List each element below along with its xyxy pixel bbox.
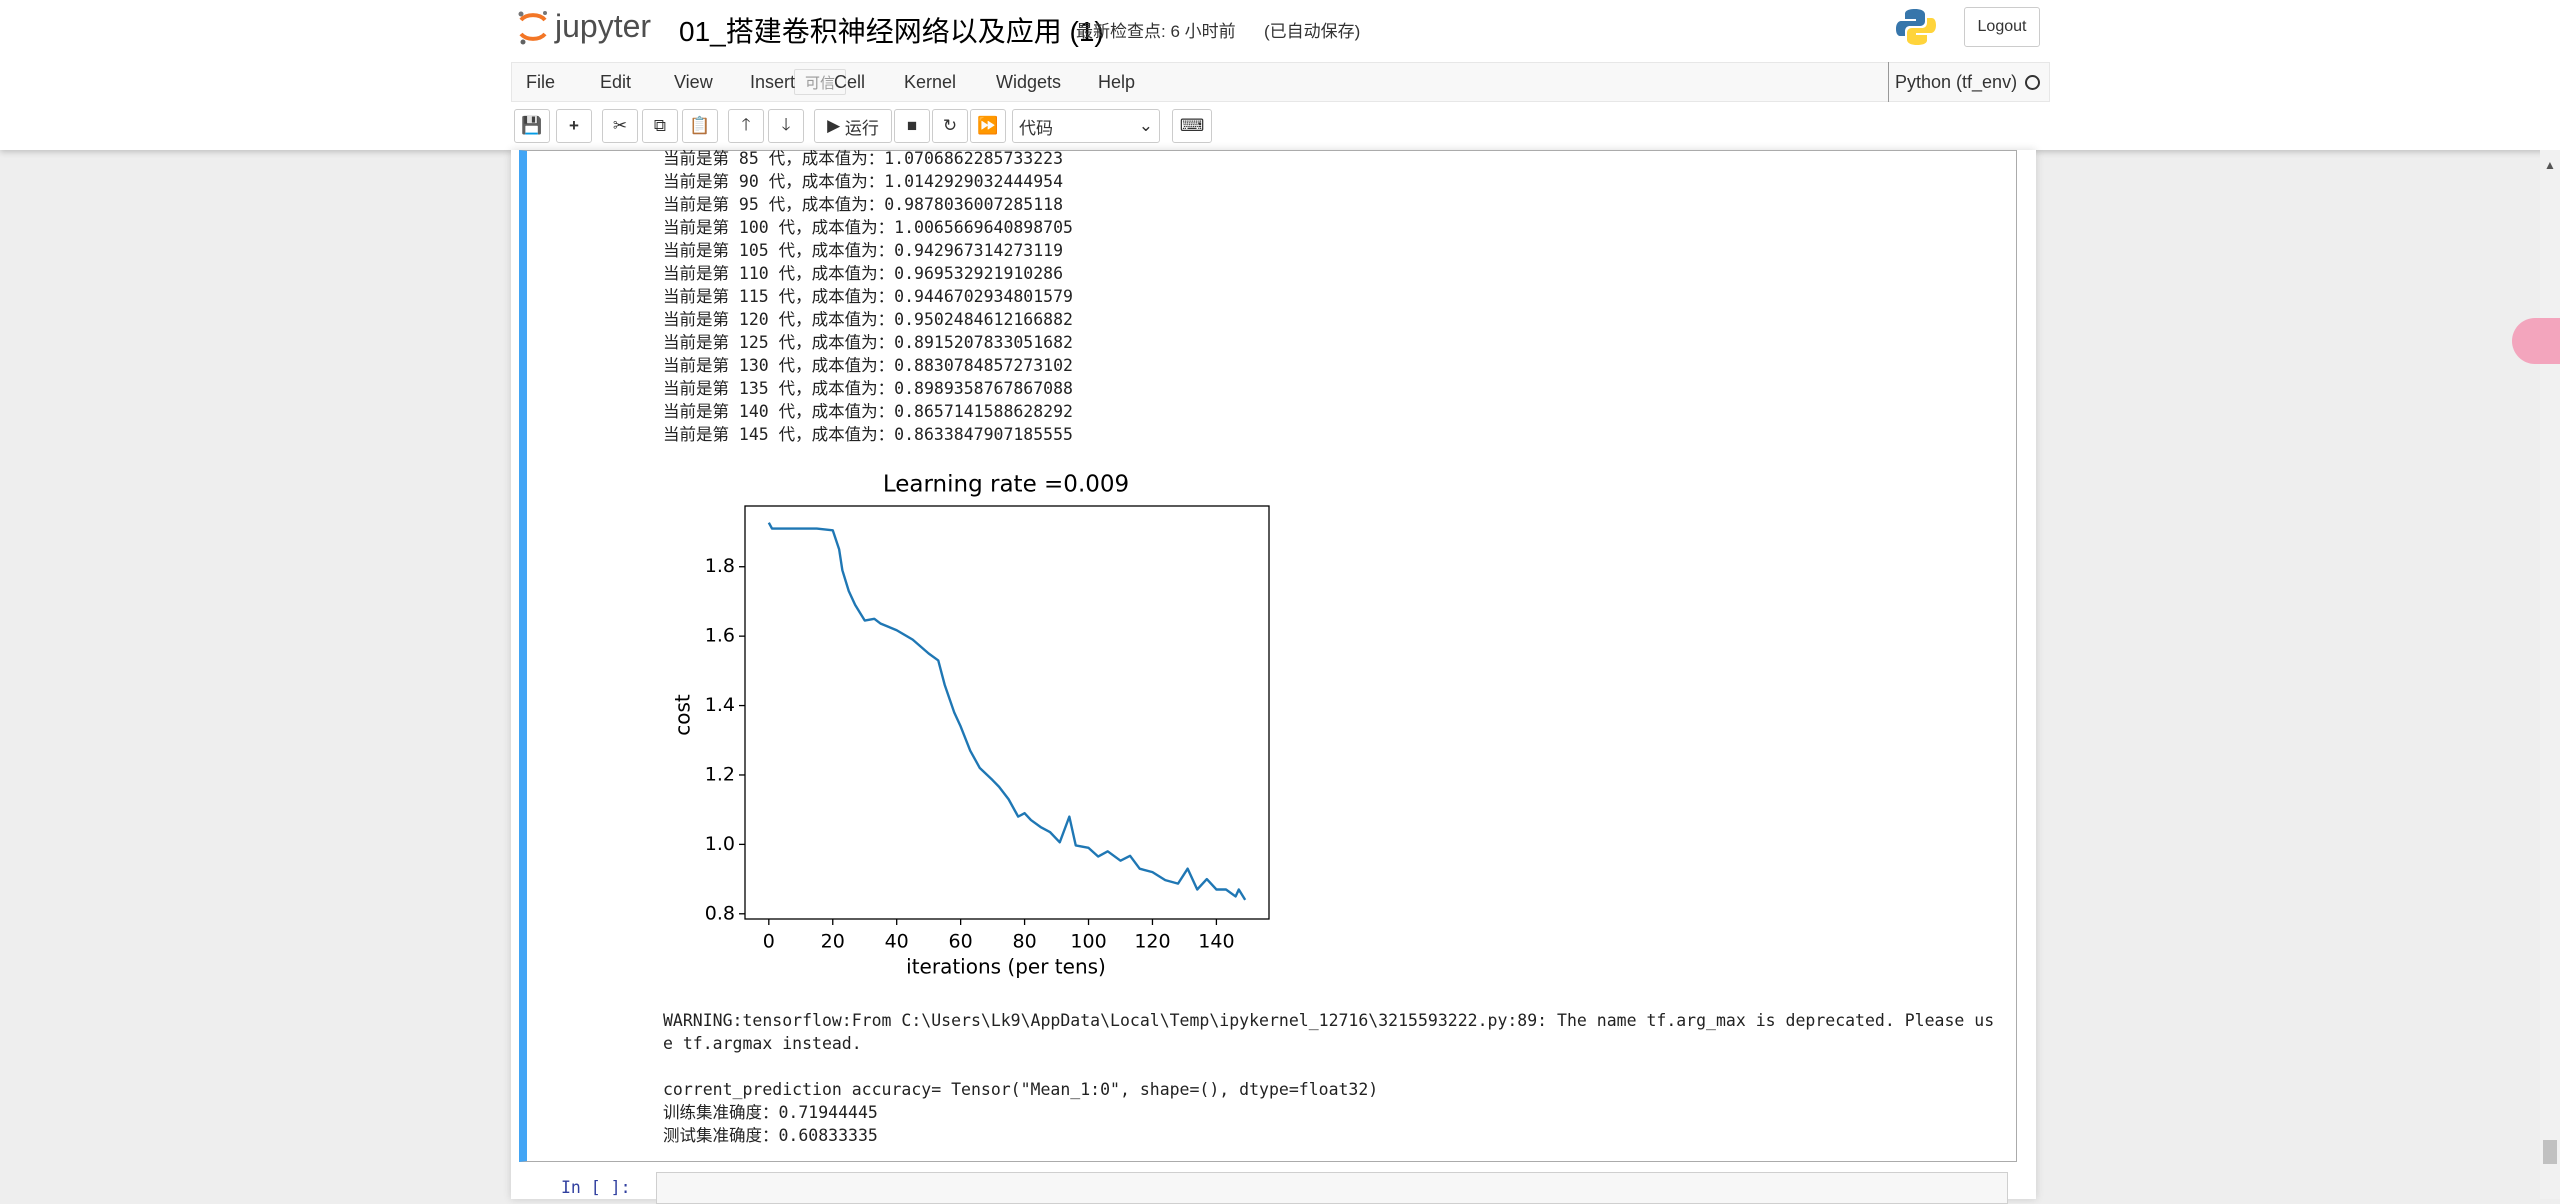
paste-button[interactable]: 📋: [682, 109, 718, 143]
scrollbar[interactable]: ▲: [2540, 150, 2560, 1199]
scroll-thumb[interactable]: [2543, 1140, 2557, 1164]
plot-frame: [744, 505, 1270, 920]
python-logo: [1896, 9, 1936, 45]
logout-button[interactable]: Logout: [1964, 7, 2040, 47]
code-cell[interactable]: 当前是第 85 代，成本值为：1.0706862285733223 当前是第 90…: [519, 147, 2017, 1162]
stop-button[interactable]: ■: [894, 109, 930, 143]
code-input[interactable]: [656, 1172, 2008, 1204]
trusted-indicator[interactable]: 可信: [794, 69, 846, 95]
jupyter-logo-icon: [518, 11, 547, 45]
log-line: 当前是第 95 代，成本值为：0.9878036007285118: [663, 195, 1064, 214]
x-tick-label: 120: [1134, 931, 1170, 953]
result-line: 训练集准确度：0.71944445: [663, 1103, 878, 1122]
log-line: 当前是第 130 代，成本值为：0.8830784857273102: [663, 356, 1073, 375]
data-line: [767, 522, 1247, 901]
run-button[interactable]: ▶ 运行: [814, 109, 892, 143]
kernel-name: Python (tf_env): [1895, 71, 2018, 92]
log-line: 当前是第 105 代，成本值为：0.942967314273119: [663, 241, 1064, 260]
log-line: 当前是第 135 代，成本值为：0.8989358767867088: [663, 379, 1073, 398]
copy-button[interactable]: ⧉: [642, 109, 678, 143]
cell-type-label: 代码: [1019, 118, 1053, 138]
result-output: corrent_prediction accuracy= Tensor("Mea…: [663, 1078, 1378, 1147]
log-line: 当前是第 110 代，成本值为：0.969532921910286: [663, 264, 1064, 283]
log-line: 当前是第 120 代，成本值为：0.9502484612166882: [663, 310, 1073, 329]
x-tick-label: 0: [763, 931, 775, 953]
menu-item[interactable]: Edit: [600, 72, 632, 92]
cell-prompt: In [ ]:: [561, 1178, 631, 1197]
menu-item[interactable]: Widgets: [996, 72, 1062, 92]
checkpoint: 最新检查点: 6 小时前: [1076, 22, 1236, 41]
y-tick-label: 1.8: [705, 555, 735, 577]
x-tick-label: 140: [1198, 931, 1234, 953]
x-tick-label: 100: [1070, 931, 1106, 953]
menu-item[interactable]: Kernel: [904, 72, 957, 92]
log-output: 当前是第 85 代，成本值为：1.0706862285733223 当前是第 90…: [663, 147, 1073, 446]
move-down-button[interactable]: 🡓: [768, 109, 804, 143]
menu-item[interactable]: Cell: [834, 72, 866, 92]
notebook-title[interactable]: 01_搭建卷积神经网络以及应用 (1): [679, 16, 1104, 47]
move-up-button[interactable]: 🡑: [728, 109, 764, 143]
cut-button[interactable]: ✂: [602, 109, 638, 143]
x-axis-label: iterations (per tens): [906, 955, 1106, 979]
autosave: (已自动保存): [1264, 22, 1361, 41]
run-all-button[interactable]: ⏩: [970, 109, 1006, 143]
menu-item[interactable]: View: [674, 72, 713, 92]
warning-output: WARNING:tensorflow:From C:\Users\Lk9\App…: [663, 1011, 1995, 1053]
y-tick-label: 0.8: [705, 902, 735, 924]
y-axis-label: cost: [671, 694, 695, 736]
log-line: 当前是第 90 代，成本值为：1.0142929032444954: [663, 172, 1064, 191]
scroll-up-arrow[interactable]: ▲: [2544, 158, 2556, 172]
y-tick-label: 1.6: [705, 625, 735, 647]
x-tick-label: 20: [821, 931, 845, 953]
menu-item[interactable]: File: [526, 72, 556, 92]
run-label: 运行: [844, 118, 879, 138]
log-line: 当前是第 125 代，成本值为：0.8915207833051682: [663, 333, 1073, 352]
translate-button[interactable]: [2512, 318, 2560, 364]
log-line: 当前是第 100 代，成本值为：1.0065669640898705: [663, 218, 1073, 237]
restart-button[interactable]: ↻: [932, 109, 968, 143]
x-tick-label: 40: [885, 931, 909, 953]
chart-title: Learning rate =0.009: [883, 472, 1129, 498]
y-tick-label: 1.0: [705, 833, 735, 855]
x-tick-label: 80: [1012, 931, 1036, 953]
next-cell-area: In [ ]:: [511, 1170, 2036, 1204]
kernel-indicator[interactable]: Python (tf_env): [1888, 62, 2050, 102]
kernel-status: [2025, 74, 2041, 90]
menu-item[interactable]: Help: [1098, 72, 1136, 92]
y-tick-label: 1.4: [705, 694, 735, 716]
log-line: 当前是第 85 代，成本值为：1.0706862285733223: [663, 149, 1064, 168]
chart: Learning rate =0.009 iterations (per ten…: [671, 472, 1270, 979]
logo-text[interactable]: jupyter: [555, 8, 652, 44]
add-cell-button[interactable]: +: [556, 109, 592, 143]
y-tick-label: 1.2: [705, 763, 735, 785]
log-line: 当前是第 145 代，成本值为：0.8633847907185555: [663, 425, 1073, 444]
result-line: 测试集准确度：0.60833335: [663, 1126, 878, 1145]
log-line: 当前是第 140 代，成本值为：0.8657141588628292: [663, 402, 1073, 421]
log-line: 当前是第 115 代，成本值为：0.9446702934801579: [663, 287, 1073, 306]
keyboard-button[interactable]: ⌨: [1172, 109, 1212, 143]
menu-item[interactable]: Insert: [750, 72, 796, 92]
cell-type-select[interactable]: 代码 ⌄: [1012, 109, 1160, 143]
x-tick-label: 60: [949, 931, 973, 953]
result-line: corrent_prediction accuracy= Tensor("Mea…: [663, 1080, 1379, 1099]
save-button[interactable]: 💾: [514, 109, 550, 143]
header: jupyter 01_搭建卷积神经网络以及应用 (1) 最新检查点: 6 小时前…: [0, 0, 2560, 150]
menu-bar: 可信 File Edit View Insert Cell Kernel Widgets He…: [511, 62, 2050, 102]
